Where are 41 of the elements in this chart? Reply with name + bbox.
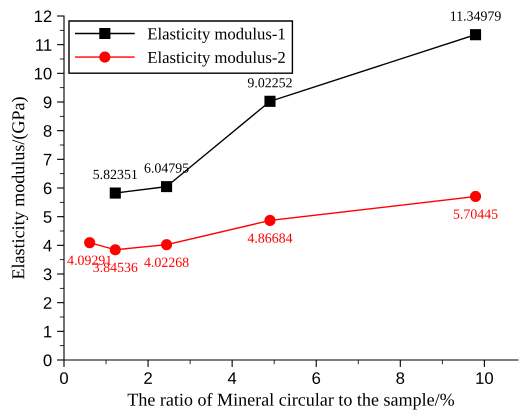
data-label: 4.86684 (248, 233, 292, 243)
point (470, 190, 482, 202)
y-tick-label: 5 (44, 211, 52, 223)
data-label: 9.02252 (248, 78, 292, 88)
y-tick-label: 2 (44, 297, 52, 309)
point (161, 181, 172, 192)
y-tick-label: 7 (44, 154, 52, 166)
y-axis-title: Elasticity modulus/(GPa) (12, 97, 28, 279)
data-label: 3.84536 (93, 262, 138, 272)
y-tick-label: 12 (34, 10, 52, 22)
x-axis-title: The ratio of Mineral circular to the sample/% (128, 392, 454, 410)
point (264, 214, 276, 226)
point (84, 237, 96, 248)
y-tick-label: 6 (44, 182, 52, 194)
point (110, 188, 121, 199)
point (264, 96, 276, 107)
legend-label: Elasticity modulus-1 (148, 28, 285, 43)
y-tick-label: 4 (43, 240, 52, 252)
legend-label: Elasticity modulus-2 (148, 51, 285, 67)
data-label: 4.09291 (67, 256, 112, 266)
y-tick-label: 11 (36, 39, 52, 51)
x-tick-label: 0 (60, 372, 68, 384)
x-tick-label: 6 (312, 372, 320, 384)
data-label: 5.70445 (454, 209, 498, 219)
y-tick-label: 8 (44, 125, 52, 137)
y-tick-label: 3 (44, 268, 52, 280)
data-label: 6.04795 (144, 163, 189, 173)
data-label: 4.02268 (144, 258, 189, 268)
data-label: 5.82351 (94, 170, 138, 180)
x-tick-label: 2 (144, 372, 152, 384)
x-tick-label: 10 (476, 372, 493, 384)
y-tick-label: 9 (44, 96, 52, 108)
x-tick-label: 8 (396, 372, 404, 384)
point (110, 244, 121, 256)
data-label: 11.34979 (450, 11, 501, 21)
point (470, 29, 482, 40)
x-tick-label: 4 (228, 372, 236, 384)
y-tick-label: 0 (44, 354, 52, 366)
point (161, 239, 172, 250)
y-tick-label: 1 (44, 326, 52, 338)
y-tick-label: 10 (34, 68, 52, 80)
